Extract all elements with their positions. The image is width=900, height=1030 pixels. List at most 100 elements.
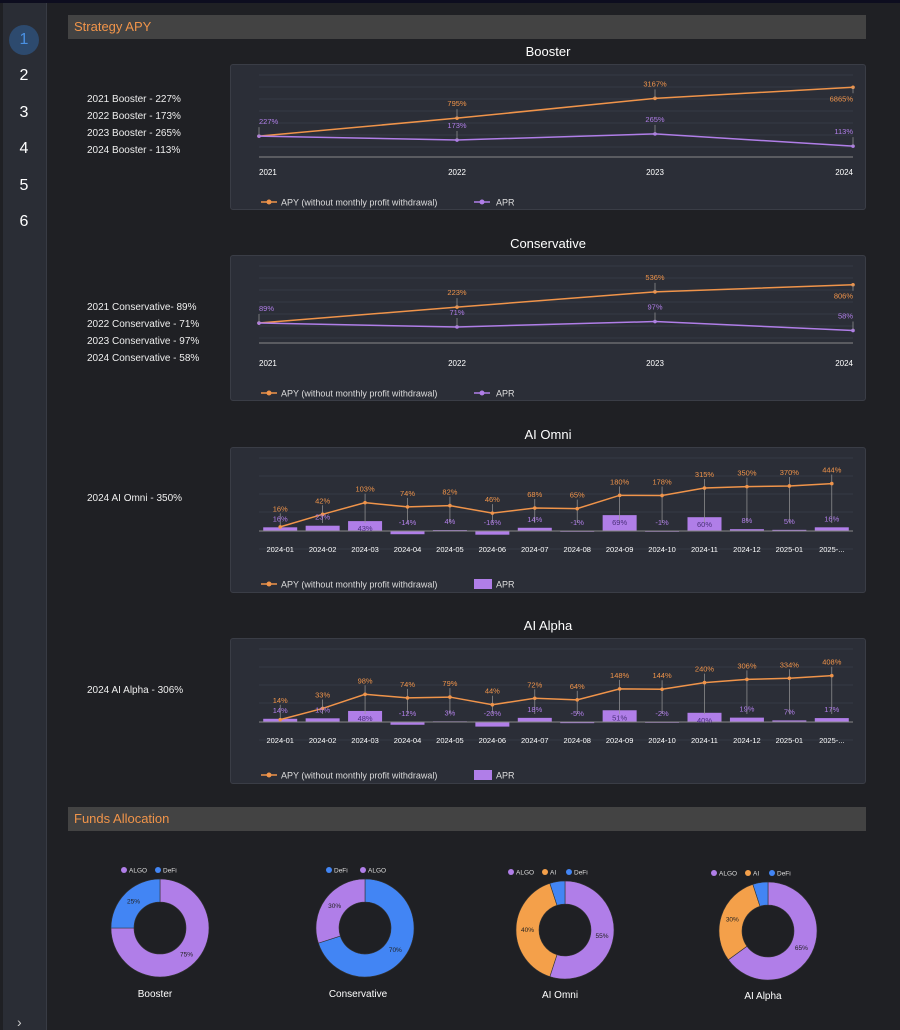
apr-data-label: 14%: [527, 515, 542, 524]
apy-point: [787, 484, 792, 488]
legend-apr-label: APR: [496, 198, 515, 208]
apr-data-label: -1%: [571, 518, 585, 527]
legend-apy-label: APY (without monthly profit withdrawal): [281, 389, 437, 399]
apy-data-label: 444%: [822, 466, 842, 475]
nav-item-1[interactable]: 1: [9, 25, 39, 55]
apy-point: [363, 692, 367, 697]
x-tick-label: 2023: [646, 359, 664, 368]
legend-algo-label: ALGO: [719, 871, 737, 878]
slice-label: 75%: [180, 952, 193, 959]
booster-chart: 2021 2022 2023 2024 795% 3167% 6865% 227% 173% 26…: [230, 64, 866, 210]
summary-line: 2021 Booster - 227%: [87, 94, 181, 105]
apr-bar: [475, 722, 510, 727]
legend-apy-label: APY (without monthly profit withdrawal): [281, 198, 437, 208]
x-tick-label: 2021: [259, 168, 277, 177]
chart-title-ai-alpha: AI Alpha: [523, 618, 573, 633]
apr-bar: [814, 527, 849, 531]
x-tick-label: 2024-07: [521, 736, 549, 745]
apr-data-label: 7%: [784, 707, 795, 716]
x-tick-label: 2024-04: [394, 545, 422, 554]
x-tick-label: 2024-09: [606, 736, 634, 745]
x-tick-label: 2025-...: [819, 736, 844, 745]
apr-data-label: 3%: [445, 708, 456, 717]
x-tick-label: 2024-12: [733, 736, 761, 745]
legend-defi-label: DeFi: [163, 868, 177, 875]
x-tick-label: 2024-02: [309, 545, 337, 554]
x-tick-label: 2024-02: [309, 736, 337, 745]
apr-data-label: -12%: [399, 709, 417, 718]
slice-ai: [515, 883, 558, 977]
apy-data-label: 64%: [570, 682, 585, 691]
apy-point: [490, 511, 495, 515]
donut-label-ai-omni: AI Omni: [541, 990, 579, 1001]
apy-data-label: 65%: [570, 491, 585, 500]
legend-algo-dot: [711, 870, 717, 876]
ai-alpha-chart: 2024-01 2024-02 2024-03 2024-04 2024-05 2024-…: [230, 638, 866, 784]
apr-bar: [772, 529, 807, 531]
apy-data-label: 315%: [695, 470, 715, 479]
nav-item-3[interactable]: 3: [19, 104, 29, 121]
apy-line: [280, 482, 832, 528]
summary-line: 2022 Booster - 173%: [87, 111, 181, 122]
apy-line: [280, 674, 832, 721]
slice-label: 30%: [726, 916, 739, 923]
apy-point: [851, 85, 855, 90]
conservative-allocation-donut: DeFi ALGO 70% 30%: [315, 867, 415, 978]
slice-label: 25%: [127, 898, 140, 905]
x-tick-label: 2022: [448, 168, 466, 177]
legend-ai-dot: [745, 870, 751, 876]
apr-data-label: 69%: [612, 518, 627, 527]
chart-svg: 2024-01 2024-02 2024-03 2024-04 2024-05 2024-…: [259, 648, 853, 781]
legend-apr-marker: [479, 199, 485, 205]
legend-algo-dot: [121, 867, 127, 873]
nav-item-5[interactable]: 5: [19, 177, 29, 194]
x-tick-label: 2024-06: [479, 736, 507, 745]
slice-defi: [318, 878, 415, 978]
apr-data-label: -2%: [655, 709, 669, 718]
apr-bar: [475, 531, 510, 535]
apy-point: [660, 687, 664, 692]
chart-svg: 2021 2022 2023 2024 795% 3167% 6865% 227% 173% 26…: [257, 74, 855, 208]
chart-svg: 2024-01 2024-02 2024-03 2024-04 2024-05 2024-…: [259, 457, 853, 590]
nav-item-4[interactable]: 4: [19, 140, 29, 157]
apy-point: [745, 677, 749, 682]
apy-data-label: 44%: [485, 687, 500, 696]
apy-point: [829, 673, 834, 678]
slice-algo: [110, 878, 210, 978]
apy-data-label: 144%: [652, 671, 672, 680]
apr-data-label: 18%: [527, 705, 542, 714]
x-tick-label: 2024-08: [563, 545, 591, 554]
apr-bar: [348, 521, 383, 531]
legend-defi-dot: [326, 867, 332, 873]
slice-algo: [549, 880, 615, 980]
slice-algo: [727, 881, 818, 981]
nav-item-6[interactable]: 6: [19, 213, 29, 230]
apy-point: [320, 512, 325, 517]
apr-data-label: -20%: [484, 709, 502, 718]
section-header-funds-allocation: Funds Allocation: [68, 807, 866, 831]
apr-bar: [305, 525, 340, 531]
legend-apr-label: APR: [496, 389, 515, 399]
legend-ai-label: AI: [753, 871, 759, 878]
legend-apr-swatch: [474, 770, 492, 780]
apy-point: [448, 503, 452, 508]
apr-data-label: 16%: [824, 514, 839, 523]
apy-data-label: 3167%: [643, 79, 667, 88]
apr-data-label: 97%: [647, 303, 662, 312]
x-tick-label: 2024-06: [479, 545, 507, 554]
apr-data-label: 19%: [739, 705, 754, 714]
expand-sidebar-icon[interactable]: ›: [17, 1014, 22, 1030]
chart-svg: 2021 2022 2023 2024 223% 536% 806% 89% 71% 97% 58%…: [257, 265, 855, 399]
apy-point: [532, 696, 537, 701]
apr-data-label: 23%: [315, 513, 330, 522]
x-tick-label: 2024-10: [648, 736, 676, 745]
apy-data-label: 98%: [358, 676, 373, 685]
legend-apr-marker: [479, 390, 485, 396]
apy-point: [702, 680, 707, 685]
legend-apy-marker: [266, 390, 272, 396]
x-tick-label: 2025-...: [819, 545, 844, 554]
slice-label: 30%: [328, 903, 341, 910]
legend-apr-label: APR: [496, 580, 515, 590]
nav-item-2[interactable]: 2: [19, 67, 29, 84]
apy-point: [617, 493, 622, 498]
